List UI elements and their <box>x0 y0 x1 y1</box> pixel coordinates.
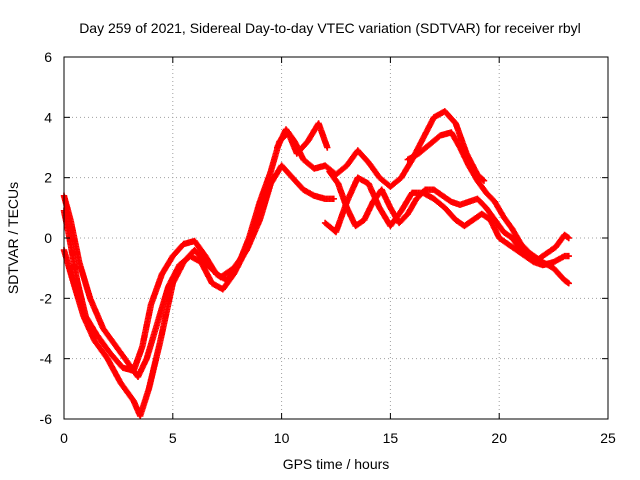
series-4 <box>274 108 488 190</box>
x-tick-label: 10 <box>274 430 290 446</box>
x-tick-label: 5 <box>169 430 177 446</box>
y-tick-label: -2 <box>40 290 53 306</box>
series-2 <box>60 162 337 420</box>
y-axis-label: SDTVAR / TECUs <box>5 182 21 294</box>
series-3 <box>60 120 331 374</box>
plot-frame <box>63 56 609 420</box>
data-point-marker <box>324 144 331 151</box>
x-tick-label: 20 <box>491 430 507 446</box>
x-tick-label: 0 <box>60 430 68 446</box>
axis-ticks: 0 5 10 15 20 25 -6 -4 -2 0 2 4 6 <box>40 49 616 446</box>
data-point-marker <box>480 177 488 184</box>
x-tick-label: 15 <box>383 430 399 446</box>
data-series <box>60 108 572 420</box>
chart-title: Day 259 of 2021, Sidereal Day-to-day VTE… <box>79 20 581 36</box>
y-tick-label: -4 <box>40 351 53 367</box>
data-point-marker <box>565 234 572 242</box>
data-point-marker <box>479 176 487 183</box>
y-tick-label: -6 <box>40 411 53 427</box>
y-tick-label: 4 <box>44 109 52 125</box>
series-7 <box>404 129 572 263</box>
series-1 <box>60 174 277 380</box>
y-tick-label: 6 <box>44 49 52 65</box>
series-5 <box>326 168 572 287</box>
x-axis-label: GPS time / hours <box>283 456 390 472</box>
y-tick-label: 0 <box>44 230 52 246</box>
x-tick-label: 25 <box>600 430 616 446</box>
data-point-marker <box>565 280 572 287</box>
y-tick-label: 2 <box>44 170 52 186</box>
data-point-marker <box>565 252 572 260</box>
data-point-marker <box>330 195 337 202</box>
series-6 <box>321 174 572 269</box>
